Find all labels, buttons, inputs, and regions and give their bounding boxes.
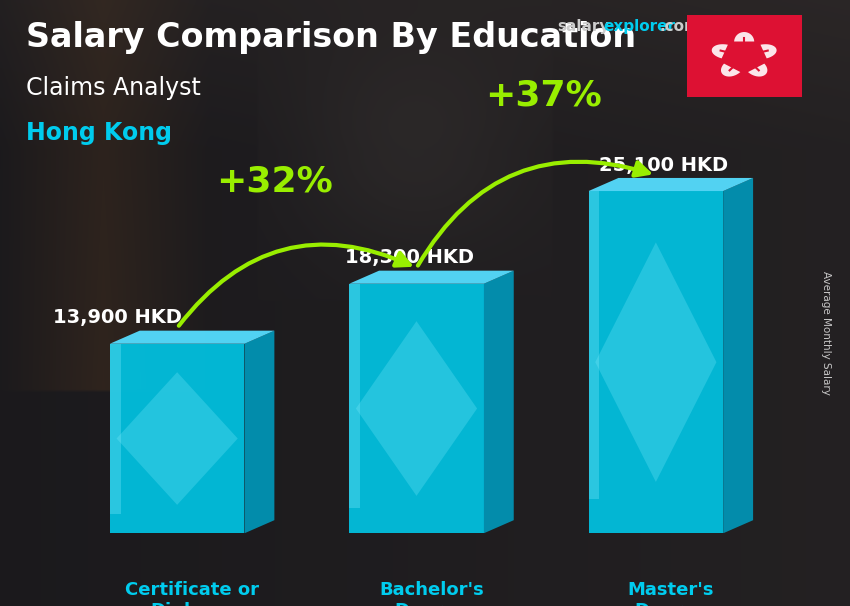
Polygon shape <box>349 284 360 508</box>
Text: 13,900 HKD: 13,900 HKD <box>53 308 182 327</box>
Polygon shape <box>116 372 238 505</box>
Polygon shape <box>110 344 245 533</box>
Polygon shape <box>356 321 477 496</box>
Polygon shape <box>748 64 768 76</box>
Polygon shape <box>349 271 513 284</box>
Polygon shape <box>588 191 723 533</box>
Text: +32%: +32% <box>216 164 332 199</box>
Text: Average Monthly Salary: Average Monthly Salary <box>821 271 831 395</box>
Polygon shape <box>711 44 728 58</box>
Circle shape <box>736 50 752 62</box>
Polygon shape <box>588 191 599 499</box>
Text: explorer: explorer <box>604 19 676 35</box>
Text: salary: salary <box>557 19 609 35</box>
Text: +37%: +37% <box>485 79 602 113</box>
Text: Certificate or
Diploma: Certificate or Diploma <box>125 581 259 606</box>
Text: Claims Analyst: Claims Analyst <box>26 76 201 100</box>
Text: 18,300 HKD: 18,300 HKD <box>344 248 473 267</box>
Polygon shape <box>761 44 777 58</box>
Polygon shape <box>484 271 513 533</box>
Text: Bachelor's
Degree: Bachelor's Degree <box>379 581 484 606</box>
Polygon shape <box>687 15 802 97</box>
Polygon shape <box>110 344 121 514</box>
Polygon shape <box>588 178 753 191</box>
Polygon shape <box>723 178 753 533</box>
Text: Master's
Degree: Master's Degree <box>627 581 714 606</box>
Polygon shape <box>245 331 275 533</box>
Polygon shape <box>721 64 740 76</box>
Polygon shape <box>110 331 275 344</box>
Text: 25,100 HKD: 25,100 HKD <box>598 156 728 175</box>
Polygon shape <box>595 242 717 482</box>
Text: .com: .com <box>660 19 700 35</box>
Polygon shape <box>349 284 484 533</box>
Polygon shape <box>734 32 754 41</box>
Text: Salary Comparison By Education: Salary Comparison By Education <box>26 21 636 54</box>
Text: Hong Kong: Hong Kong <box>26 121 172 145</box>
